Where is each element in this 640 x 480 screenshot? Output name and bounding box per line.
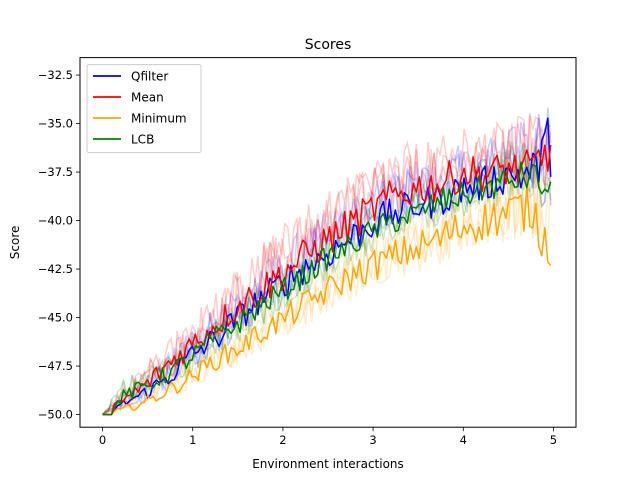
series-lcb-run-3 [102,142,552,416]
x-tick-label: 5 [550,433,557,447]
chart-title: Scores [305,37,352,53]
x-tick-label: 3 [369,433,376,447]
series-lcb-run-2 [101,145,552,416]
x-tick-label: 2 [279,433,286,447]
y-tick-label: −45.0 [38,311,73,325]
legend-label-lcb: LCB [131,133,154,147]
legend-label-minimum: Minimum [131,112,187,126]
series-qfilter-line [102,117,552,416]
y-tick-label: −35.0 [38,117,73,131]
series-mean-line [102,144,552,416]
x-tick-label: 1 [189,433,196,447]
x-tick-label: 4 [460,433,467,447]
y-tick-label: −47.5 [38,359,73,373]
series-lcb-line [102,161,552,416]
series-mean-run-1 [101,115,552,416]
series-minimum-line [102,183,552,416]
legend-label-mean: Mean [131,91,164,105]
y-axis-ticks: −50.0 −47.5 −45.0 −42.5 −40.0 −37.5 −35.0 −32.5 [38,68,80,422]
legend-box [86,64,202,154]
series-mean-run-3 [102,112,552,416]
y-tick-label: −32.5 [38,68,73,82]
x-axis-ticks: 0 1 2 3 4 5 [99,427,557,447]
noise-bands [101,107,552,416]
y-tick-label: −42.5 [38,262,73,276]
series-minimum-run-3 [102,155,552,416]
plot-frame [79,57,577,428]
series-lines [102,117,552,416]
x-tick-label: 0 [99,433,106,447]
x-axis-label: Environment interactions [252,457,404,471]
y-axis-label: Score [8,226,22,260]
y-tick-label: −40.0 [38,214,73,228]
y-tick-label: −50.0 [38,408,73,422]
y-tick-label: −37.5 [38,165,73,179]
series-minimum-run-1 [102,156,552,416]
legend-label-qfilter: Qfilter [131,70,168,84]
legend: Qfilter Mean Minimum LCB [86,64,202,154]
